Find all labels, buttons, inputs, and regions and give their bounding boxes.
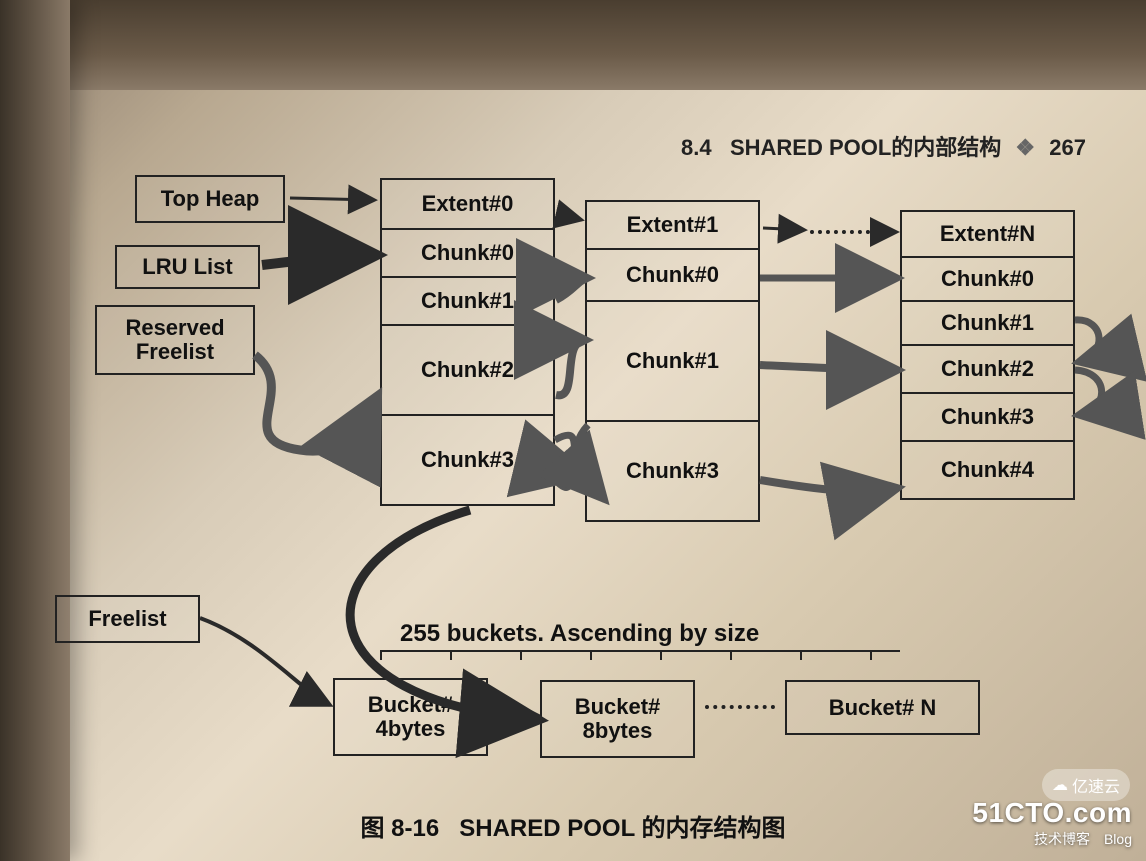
ellipsis-dots-buckets <box>705 705 775 709</box>
bucket-1-box: Bucket# 8bytes <box>540 680 695 758</box>
extent1-chunk1: Chunk#1 <box>585 302 760 422</box>
top-heap-box: Top Heap <box>135 175 285 223</box>
reserved-label-2: Freelist <box>136 340 214 364</box>
cloud-icon: ☁ <box>1052 775 1068 795</box>
extent1-stack: Extent#1 Chunk#0 Chunk#1 Chunk#3 <box>585 200 760 522</box>
diamond-icon: ❖ <box>1015 135 1035 160</box>
page-number: 267 <box>1049 135 1086 160</box>
extentN-stack: Extent#N Chunk#0 Chunk#1 Chunk#2 Chunk#3… <box>900 210 1075 500</box>
lru-list-box: LRU List <box>115 245 260 289</box>
buckets-ruler <box>380 650 900 652</box>
extent0-stack: Extent#0 Chunk#0 Chunk#1 Chunk#2 Chunk#3 <box>380 178 555 506</box>
bucket-n-box: Bucket# N <box>785 680 980 735</box>
extent0-chunk0: Chunk#0 <box>380 230 555 278</box>
bucket-0-box: Bucket# 4bytes <box>333 678 488 756</box>
buckets-label: 255 buckets. Ascending by size <box>400 620 759 648</box>
extentN-chunk0: Chunk#0 <box>900 258 1075 302</box>
extentN-chunk2: Chunk#2 <box>900 346 1075 394</box>
watermark-sub: 技术博客 Blog <box>972 829 1132 849</box>
extent1-title: Extent#1 <box>585 200 760 250</box>
extent0-chunk3: Chunk#3 <box>380 416 555 506</box>
extent0-title: Extent#0 <box>380 178 555 230</box>
extent0-chunk2: Chunk#2 <box>380 326 555 416</box>
freelist-box: Freelist <box>55 595 200 643</box>
ellipsis-dots-top <box>810 230 870 234</box>
section-number: 8.4 <box>681 135 712 160</box>
extentN-chunk3: Chunk#3 <box>900 394 1075 442</box>
extent1-chunk3: Chunk#3 <box>585 422 760 522</box>
top-heap-label: Top Heap <box>161 186 260 212</box>
extentN-chunk4: Chunk#4 <box>900 442 1075 500</box>
lru-list-label: LRU List <box>142 254 232 280</box>
section-title: SHARED POOL的内部结构 <box>730 135 1001 160</box>
watermark-main: 51CTO.com <box>972 797 1132 829</box>
extent1-chunk0: Chunk#0 <box>585 250 760 302</box>
figure-caption: 图 8-16 SHARED POOL 的内存结构图 <box>361 808 786 843</box>
reserved-label-1: Reserved <box>125 316 224 340</box>
reserved-freelist-box: Reserved Freelist <box>95 305 255 375</box>
watermark: 51CTO.com 技术博客 Blog <box>972 797 1132 849</box>
extent0-chunk1: Chunk#1 <box>380 278 555 326</box>
page-header: 8.4 SHARED POOL的内部结构 ❖ 267 <box>681 130 1086 162</box>
freelist-label: Freelist <box>88 606 166 632</box>
extentN-title: Extent#N <box>900 210 1075 258</box>
extentN-chunk1: Chunk#1 <box>900 302 1075 346</box>
